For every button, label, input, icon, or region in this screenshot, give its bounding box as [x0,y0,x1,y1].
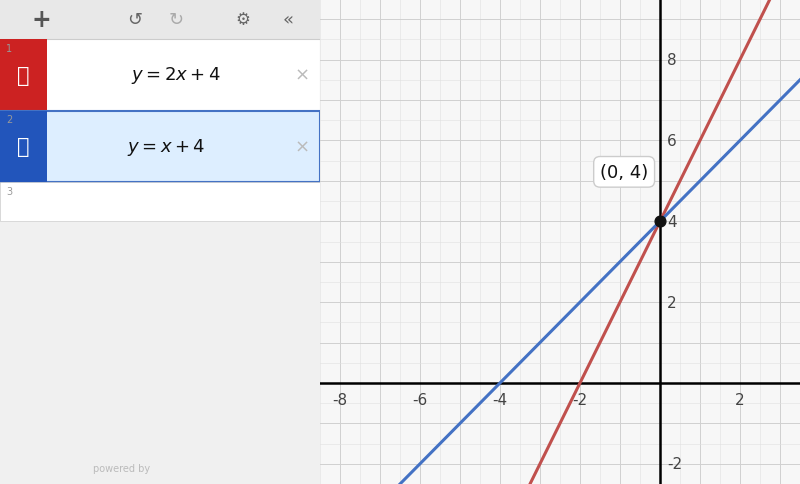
Text: 2: 2 [6,115,13,125]
Text: -4: -4 [493,392,507,407]
Text: 1: 1 [6,44,13,54]
Text: 6: 6 [667,134,677,149]
Bar [0,111,47,183]
Text: 8: 8 [667,53,677,68]
Text: -8: -8 [333,392,347,407]
Text: 2: 2 [735,392,745,407]
Text: 𝒩: 𝒩 [18,137,30,157]
Text: 2: 2 [667,295,677,310]
Text: (0, 4): (0, 4) [600,164,648,182]
Bar [0,40,47,111]
Text: -2: -2 [573,392,587,407]
Bar [0,40,320,111]
Point [654,218,666,226]
Text: ×: × [295,66,310,85]
Text: +: + [32,8,51,32]
Bar [0,111,320,183]
Text: 𝒩: 𝒩 [18,65,30,86]
Text: $y = x + 4$: $y = x + 4$ [127,136,206,158]
Bar [0,0,320,40]
Text: ↺: ↺ [127,11,142,29]
Text: -6: -6 [412,392,428,407]
Text: powered by: powered by [93,464,150,473]
Text: 4: 4 [667,214,677,229]
Text: $y = 2x + 4$: $y = 2x + 4$ [131,65,221,86]
Text: 3: 3 [6,187,13,197]
Text: ×: × [295,138,310,156]
Bar [0,183,320,222]
Text: -2: -2 [667,456,682,471]
Text: ⚙: ⚙ [236,11,250,29]
Text: ↻: ↻ [169,11,183,29]
Text: «: « [282,11,294,29]
